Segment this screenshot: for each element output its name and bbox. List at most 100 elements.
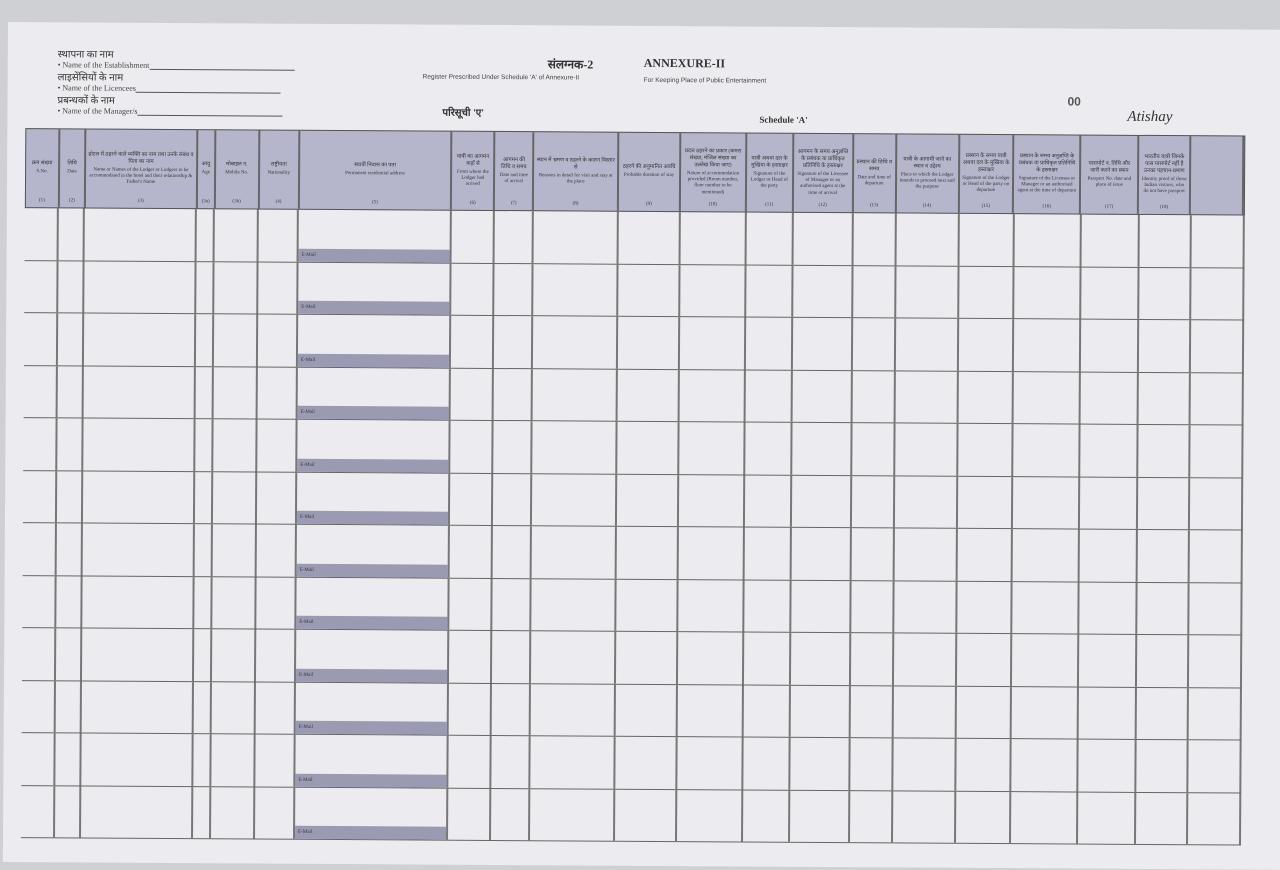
table-cell[interactable]	[895, 423, 958, 475]
table-cell[interactable]	[530, 736, 615, 788]
table-cell[interactable]	[792, 528, 852, 580]
table-cell[interactable]	[494, 368, 533, 420]
table-cell[interactable]	[1015, 214, 1082, 266]
table-cell[interactable]	[896, 318, 959, 370]
email-field[interactable]: E-Mail	[297, 511, 448, 525]
table-cell[interactable]	[958, 424, 1013, 476]
table-cell[interactable]: E-Mail	[296, 577, 449, 629]
table-cell[interactable]	[853, 266, 896, 318]
table-cell[interactable]	[1013, 424, 1080, 476]
table-cell[interactable]	[1012, 687, 1079, 739]
table-cell[interactable]	[55, 733, 81, 785]
table-cell[interactable]	[1079, 582, 1137, 634]
table-cell[interactable]	[259, 210, 299, 262]
table-cell[interactable]	[196, 314, 214, 366]
table-cell[interactable]	[1191, 373, 1244, 425]
table-cell[interactable]	[618, 264, 680, 316]
table-cell[interactable]	[211, 734, 255, 786]
email-field[interactable]: E-Mail	[295, 826, 446, 840]
table-cell[interactable]	[23, 523, 57, 575]
table-cell[interactable]	[958, 529, 1013, 581]
table-cell[interactable]	[24, 366, 58, 418]
table-cell[interactable]	[450, 473, 493, 525]
table-cell[interactable]	[195, 472, 213, 524]
table-cell[interactable]	[215, 209, 259, 261]
table-cell[interactable]	[450, 421, 493, 473]
table-cell[interactable]	[743, 738, 790, 790]
table-cell[interactable]	[1080, 425, 1138, 477]
email-field[interactable]: E-Mail	[298, 353, 449, 367]
table-cell[interactable]	[1079, 635, 1137, 687]
table-cell[interactable]	[792, 423, 852, 475]
table-cell[interactable]	[618, 369, 680, 421]
table-cell[interactable]	[451, 316, 494, 368]
table-cell[interactable]	[1014, 319, 1081, 371]
table-cell[interactable]	[1011, 739, 1078, 791]
table-cell[interactable]	[793, 318, 853, 370]
table-cell[interactable]	[258, 262, 298, 314]
table-cell[interactable]	[449, 631, 492, 683]
table-cell[interactable]	[896, 266, 959, 318]
table-cell[interactable]	[56, 628, 82, 680]
table-cell[interactable]	[214, 262, 258, 314]
table-cell[interactable]	[747, 213, 794, 265]
table-cell[interactable]	[617, 422, 679, 474]
table-cell[interactable]	[57, 523, 83, 575]
table-cell[interactable]	[196, 367, 214, 419]
table-cell[interactable]	[746, 370, 793, 422]
table-cell[interactable]	[493, 526, 532, 578]
table-cell[interactable]	[853, 318, 896, 370]
table-cell[interactable]	[1190, 425, 1243, 477]
table-cell[interactable]	[81, 786, 193, 838]
table-cell[interactable]	[84, 313, 196, 365]
email-field[interactable]: E-Mail	[296, 616, 447, 630]
table-cell[interactable]	[745, 475, 792, 527]
table-cell[interactable]	[530, 789, 615, 841]
table-cell[interactable]	[22, 576, 56, 628]
table-cell[interactable]	[214, 367, 258, 419]
email-field[interactable]: E-Mail	[296, 668, 447, 682]
table-cell[interactable]	[195, 419, 213, 471]
table-cell[interactable]	[449, 683, 492, 735]
table-cell[interactable]	[678, 685, 744, 737]
table-cell[interactable]	[852, 423, 895, 475]
table-cell[interactable]	[56, 576, 82, 628]
table-cell[interactable]	[792, 475, 852, 527]
table-cell[interactable]	[494, 263, 533, 315]
table-cell[interactable]	[22, 681, 56, 733]
table-cell[interactable]	[196, 262, 214, 314]
table-cell[interactable]	[83, 418, 195, 470]
table-cell[interactable]	[1191, 320, 1244, 372]
table-cell[interactable]	[1014, 372, 1081, 424]
table-cell[interactable]	[533, 316, 618, 368]
table-cell[interactable]	[894, 686, 957, 738]
table-cell[interactable]	[1136, 740, 1188, 792]
table-cell[interactable]	[449, 578, 492, 630]
table-cell[interactable]	[258, 367, 298, 419]
table-cell[interactable]	[744, 633, 791, 685]
table-cell[interactable]	[534, 211, 619, 263]
table-cell[interactable]	[82, 628, 194, 680]
table-cell[interactable]	[1081, 372, 1139, 424]
table-cell[interactable]	[744, 685, 791, 737]
table-cell[interactable]	[618, 317, 680, 369]
table-cell[interactable]	[211, 787, 255, 839]
table-cell[interactable]	[194, 629, 212, 681]
table-cell[interactable]	[21, 733, 55, 785]
table-cell[interactable]	[194, 577, 212, 629]
table-cell[interactable]	[617, 474, 679, 526]
table-cell[interactable]	[84, 261, 196, 313]
table-cell[interactable]	[255, 735, 295, 787]
table-cell[interactable]	[957, 581, 1012, 633]
table-cell[interactable]	[794, 213, 854, 265]
table-cell[interactable]	[743, 790, 790, 842]
table-cell[interactable]: E-Mail	[298, 367, 451, 419]
table-cell[interactable]	[195, 524, 213, 576]
table-cell[interactable]	[55, 786, 81, 838]
table-cell[interactable]	[1139, 320, 1191, 372]
table-cell[interactable]	[213, 524, 257, 576]
email-field[interactable]: E-Mail	[296, 721, 447, 735]
table-cell[interactable]	[959, 371, 1014, 423]
table-cell[interactable]	[744, 580, 791, 632]
table-cell[interactable]	[1137, 687, 1189, 739]
